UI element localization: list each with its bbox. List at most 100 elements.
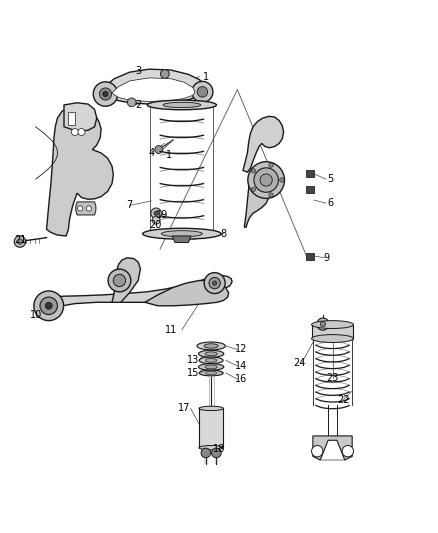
Text: 15: 15 — [187, 368, 199, 378]
FancyBboxPatch shape — [306, 253, 314, 260]
Circle shape — [320, 321, 325, 327]
Text: 23: 23 — [326, 373, 339, 383]
Circle shape — [152, 216, 160, 224]
Text: 14: 14 — [235, 361, 247, 371]
FancyBboxPatch shape — [306, 169, 314, 176]
Ellipse shape — [147, 100, 216, 110]
Circle shape — [113, 274, 126, 287]
Circle shape — [254, 168, 279, 192]
Text: 16: 16 — [235, 374, 247, 384]
Circle shape — [99, 88, 112, 100]
Text: 19: 19 — [156, 210, 168, 220]
Circle shape — [311, 446, 323, 457]
Ellipse shape — [198, 364, 224, 370]
FancyBboxPatch shape — [199, 408, 223, 448]
Circle shape — [155, 146, 162, 154]
Ellipse shape — [205, 365, 217, 369]
Text: 21: 21 — [14, 235, 27, 245]
Ellipse shape — [205, 352, 217, 356]
Ellipse shape — [199, 370, 223, 376]
Polygon shape — [145, 280, 229, 306]
FancyBboxPatch shape — [68, 111, 75, 125]
Polygon shape — [243, 116, 284, 172]
Circle shape — [280, 178, 284, 182]
Text: 11: 11 — [165, 325, 177, 335]
Text: 18: 18 — [213, 443, 225, 454]
Polygon shape — [313, 436, 352, 460]
Text: 1: 1 — [203, 71, 209, 82]
Circle shape — [204, 272, 225, 294]
Circle shape — [151, 208, 161, 219]
Text: 12: 12 — [235, 344, 247, 354]
Polygon shape — [97, 69, 205, 104]
Circle shape — [45, 302, 52, 309]
Circle shape — [269, 163, 273, 167]
Polygon shape — [112, 78, 195, 101]
Polygon shape — [112, 258, 141, 302]
Polygon shape — [172, 236, 191, 243]
Circle shape — [212, 281, 217, 285]
Text: 3: 3 — [135, 66, 141, 76]
Ellipse shape — [163, 102, 201, 108]
Text: 2: 2 — [135, 100, 141, 110]
FancyBboxPatch shape — [311, 325, 353, 338]
Circle shape — [108, 269, 131, 292]
Circle shape — [209, 277, 220, 289]
Polygon shape — [244, 168, 271, 227]
Text: 1: 1 — [166, 150, 172, 160]
Polygon shape — [43, 275, 232, 312]
Ellipse shape — [311, 335, 353, 343]
Circle shape — [248, 161, 285, 198]
Text: 5: 5 — [327, 174, 333, 184]
Circle shape — [40, 297, 57, 314]
FancyBboxPatch shape — [306, 186, 314, 193]
Ellipse shape — [311, 321, 353, 328]
Circle shape — [78, 128, 85, 135]
Circle shape — [154, 211, 158, 215]
Circle shape — [251, 168, 256, 173]
Circle shape — [86, 206, 92, 211]
Circle shape — [201, 448, 211, 458]
Ellipse shape — [204, 344, 218, 348]
Circle shape — [93, 82, 118, 106]
Circle shape — [251, 187, 256, 191]
Text: 8: 8 — [220, 229, 226, 239]
Ellipse shape — [197, 342, 225, 350]
Ellipse shape — [206, 372, 217, 375]
Ellipse shape — [143, 228, 221, 239]
Ellipse shape — [198, 350, 224, 357]
Circle shape — [127, 98, 136, 107]
Text: 9: 9 — [323, 253, 329, 263]
Circle shape — [317, 318, 329, 330]
Text: 10: 10 — [29, 310, 42, 319]
Circle shape — [260, 174, 272, 186]
Text: 24: 24 — [293, 358, 306, 368]
Circle shape — [14, 236, 25, 247]
Text: 13: 13 — [187, 356, 199, 365]
Circle shape — [34, 291, 64, 321]
Ellipse shape — [199, 357, 223, 364]
Text: 7: 7 — [127, 200, 133, 211]
Circle shape — [342, 446, 353, 457]
Ellipse shape — [199, 406, 223, 410]
Text: 17: 17 — [178, 403, 190, 414]
Polygon shape — [76, 202, 96, 215]
Text: 22: 22 — [337, 394, 350, 405]
Circle shape — [269, 193, 273, 197]
Circle shape — [17, 239, 22, 244]
Polygon shape — [64, 103, 97, 131]
Circle shape — [197, 87, 208, 97]
Text: 4: 4 — [148, 148, 154, 158]
Circle shape — [192, 82, 213, 102]
Circle shape — [71, 128, 78, 135]
Circle shape — [212, 448, 221, 458]
Circle shape — [78, 206, 83, 211]
Text: 20: 20 — [149, 220, 162, 230]
Polygon shape — [46, 105, 113, 236]
Ellipse shape — [162, 231, 202, 237]
Text: 6: 6 — [327, 198, 333, 208]
Ellipse shape — [205, 358, 217, 362]
Ellipse shape — [199, 446, 223, 450]
Circle shape — [103, 92, 108, 96]
Circle shape — [160, 70, 169, 78]
